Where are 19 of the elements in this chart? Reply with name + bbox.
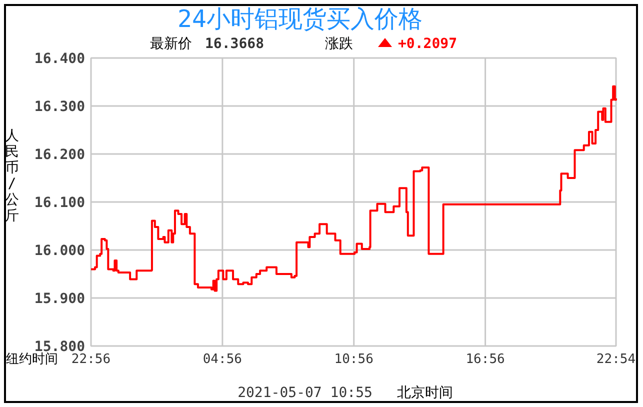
text: 涨跌: [325, 36, 353, 52]
y-tick-label: 16.000: [34, 243, 85, 259]
x-tick-label: 04:56: [202, 352, 242, 367]
y-tick-label: 15.900: [34, 291, 85, 307]
text: 最新价: [150, 36, 192, 52]
x-tick-label: 22:54: [596, 352, 636, 367]
text: 16.3668: [205, 36, 264, 52]
text: +0.2097: [398, 36, 458, 52]
y-axis-title: 人民币/公斤: [5, 128, 19, 224]
x-tick-label: 22:56: [71, 352, 111, 367]
x-tick-label: 10:56: [334, 352, 374, 367]
y-tick-label: 16.300: [34, 99, 85, 115]
chart-title: 24小时铝现货买入价格: [178, 5, 422, 33]
text: 2021-05-07 10:55: [238, 385, 372, 401]
y-tick-label: 16.400: [34, 51, 85, 67]
y-tick-label: 16.200: [34, 147, 85, 163]
text: 北京时间: [397, 385, 453, 401]
x-tick-label: 16:56: [466, 352, 505, 367]
y-tick-label: 16.100: [34, 195, 85, 211]
